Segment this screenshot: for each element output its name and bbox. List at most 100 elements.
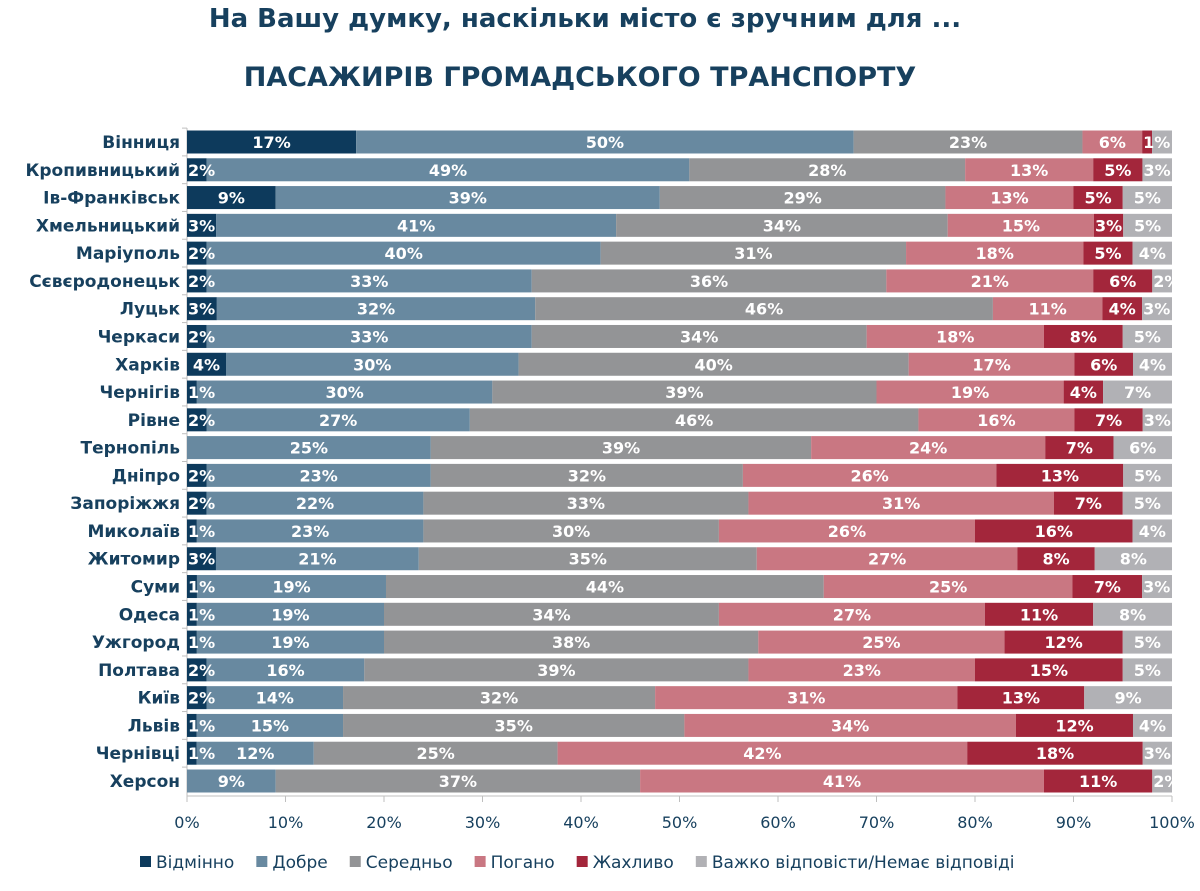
data-label: 9% (218, 772, 245, 791)
bar-segment (945, 186, 1074, 210)
legend-label: Відмінно (156, 853, 234, 873)
bar-segment (1084, 686, 1172, 710)
bar-segment (1093, 602, 1172, 626)
data-label: 31% (734, 244, 772, 263)
data-label: 40% (694, 355, 732, 374)
data-label: 2% (188, 494, 215, 513)
category-label: Кропивницький (25, 161, 180, 181)
bar-segment (187, 769, 276, 793)
category-label: Запоріжжя (70, 494, 180, 514)
bar-segment (1063, 380, 1104, 404)
data-label: 12% (1055, 716, 1093, 735)
bar-segment (1043, 769, 1153, 793)
data-label: 2% (188, 661, 215, 680)
data-label: 13% (1041, 466, 1079, 485)
data-label: 33% (350, 327, 388, 346)
category-label: Хмельницький (36, 216, 180, 236)
data-label: 29% (783, 189, 821, 208)
data-label: 1% (188, 744, 215, 763)
legend-swatch (140, 856, 151, 867)
bar-segment (196, 519, 424, 543)
bar-segment (984, 602, 1094, 626)
data-label: 3% (1144, 411, 1171, 430)
data-label: 19% (272, 578, 310, 597)
bar-segment (1072, 575, 1143, 599)
data-label: 9% (218, 189, 245, 208)
bar-segment (215, 547, 419, 571)
bar-segment (758, 630, 1005, 654)
bar-segment (1152, 269, 1172, 293)
bar-segment (957, 686, 1085, 710)
bar-segment (1142, 575, 1172, 599)
bar-segment (518, 352, 909, 376)
data-label: 1% (188, 633, 215, 652)
bar-segment (187, 436, 431, 460)
data-label: 4% (1139, 244, 1166, 263)
data-label: 17% (252, 133, 290, 152)
category-label: Житомир (88, 550, 180, 570)
category-label: Рівне (128, 411, 180, 431)
bar-segment (187, 380, 197, 404)
data-label: 50% (586, 133, 624, 152)
bar-segment (908, 352, 1075, 376)
category-label: Одеса (119, 605, 180, 625)
bar-segment (1132, 241, 1172, 265)
bar-segment (535, 297, 993, 321)
bar-segment (616, 213, 948, 237)
data-label: 2% (188, 689, 215, 708)
bar-segment (216, 297, 536, 321)
bar-segment (1132, 713, 1172, 737)
data-label: 41% (397, 216, 435, 235)
category-label: Маріуполь (76, 244, 180, 264)
category-label: Вінниця (102, 133, 180, 153)
bar-segment (557, 741, 968, 765)
data-label: 1% (188, 522, 215, 541)
chart-title: На Вашу думку, наскільки місто є зручним… (208, 4, 962, 34)
data-label: 8% (1043, 550, 1070, 569)
data-label: 32% (357, 300, 395, 319)
data-label: 7% (1075, 494, 1102, 513)
data-label: 18% (936, 327, 974, 346)
legend-label: Добре (272, 853, 327, 873)
category-label: Луцьк (120, 300, 181, 320)
data-label: 13% (990, 189, 1028, 208)
bar-segment (640, 769, 1044, 793)
bar-segment (742, 463, 997, 487)
data-label: 32% (568, 466, 606, 485)
data-label: 15% (1002, 216, 1040, 235)
bar-segment (187, 269, 207, 293)
data-label: 18% (1036, 744, 1074, 763)
data-label: 39% (537, 661, 575, 680)
data-label: 12% (236, 744, 274, 763)
x-tick-label: 50% (662, 813, 698, 832)
bar-segment (748, 658, 975, 682)
data-label: 2% (188, 244, 215, 263)
data-label: 30% (353, 355, 391, 374)
data-label: 4% (193, 355, 220, 374)
bar-segment (187, 575, 197, 599)
bar-segment (343, 686, 656, 710)
legend-swatch (474, 856, 486, 867)
data-label: 46% (675, 411, 713, 430)
data-label: 34% (831, 716, 869, 735)
bar-segment (1083, 241, 1133, 265)
data-label: 28% (808, 161, 846, 180)
bar-segment (187, 741, 197, 765)
bar-segment (1102, 297, 1143, 321)
legend-swatch (349, 856, 361, 867)
data-label: 40% (385, 244, 423, 263)
x-tick-label: 10% (268, 813, 304, 832)
data-label: 42% (743, 744, 781, 763)
bar-segment (385, 575, 824, 599)
bar-segment (187, 213, 217, 237)
bar-segment (492, 380, 877, 404)
bar-segment (1094, 547, 1172, 571)
data-label: 22% (296, 494, 334, 513)
data-label: 23% (843, 661, 881, 680)
bar-segment (196, 713, 344, 737)
legend-swatch (256, 856, 268, 867)
bar-segment (1073, 186, 1123, 210)
data-label: 39% (665, 383, 703, 402)
data-label: 21% (971, 272, 1009, 291)
